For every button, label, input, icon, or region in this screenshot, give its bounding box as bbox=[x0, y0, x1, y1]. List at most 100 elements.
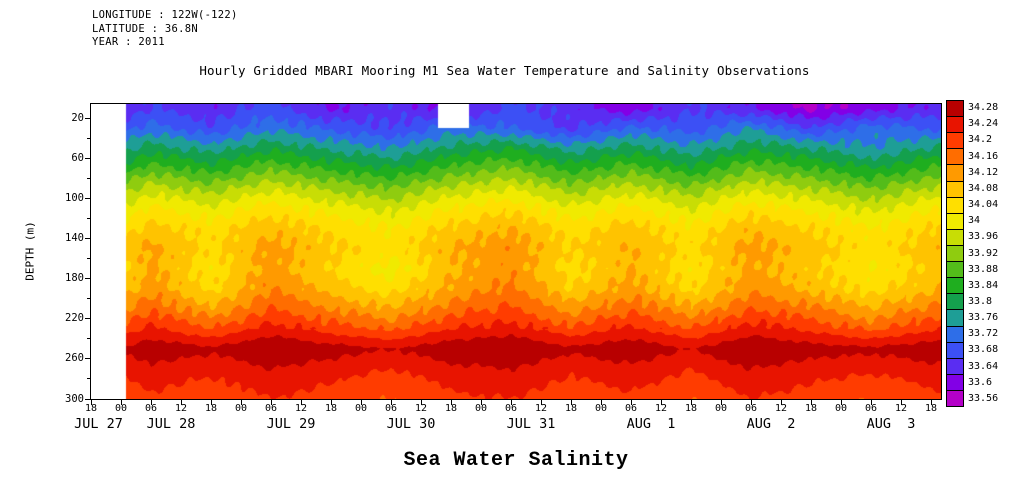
header-longitude: LONGITUDE : 122W(-122) bbox=[92, 9, 238, 21]
x-date-label: JUL 28 bbox=[146, 416, 196, 432]
x-tick-label: 00 bbox=[474, 403, 488, 414]
colorbar-cell bbox=[947, 197, 963, 214]
x-tick-label: 06 bbox=[264, 403, 278, 414]
x-tick-label: 12 bbox=[294, 403, 308, 414]
colorbar-label: 33.88 bbox=[968, 263, 999, 275]
colorbar-label: 33.72 bbox=[968, 328, 999, 340]
x-tick-label: 18 bbox=[84, 403, 98, 414]
colorbar-cell bbox=[947, 101, 963, 118]
x-tick-label: 06 bbox=[144, 403, 158, 414]
y-tick-label: 300 bbox=[65, 392, 84, 405]
y-tick-label: 140 bbox=[65, 231, 84, 244]
y-tick-label: 260 bbox=[65, 352, 84, 365]
x-tick-mark bbox=[330, 400, 332, 405]
x-tick-mark bbox=[420, 400, 422, 405]
x-tick-mark bbox=[840, 400, 842, 405]
colorbar-label: 33.6 bbox=[968, 376, 993, 388]
x-date-label: AUG 2 bbox=[746, 416, 796, 432]
colorbar-cell bbox=[947, 390, 963, 407]
colorbar-label: 33.64 bbox=[968, 360, 999, 372]
colorbar-cell bbox=[947, 326, 963, 343]
colorbar-cell bbox=[947, 278, 963, 295]
x-tick-mark bbox=[270, 400, 272, 405]
x-tick-label: 18 bbox=[804, 403, 818, 414]
x-tick-mark bbox=[870, 400, 872, 405]
header-info: LONGITUDE : 122W(-122) LATITUDE : 36.8N … bbox=[92, 9, 238, 50]
x-tick-label: 06 bbox=[744, 403, 758, 414]
colorbar-cell bbox=[947, 245, 963, 263]
x-tick-mark bbox=[930, 400, 932, 405]
colorbar-label: 33.96 bbox=[968, 231, 999, 243]
x-tick-label: 06 bbox=[864, 403, 878, 414]
plot-area bbox=[90, 103, 942, 400]
x-tick-mark bbox=[750, 400, 752, 405]
x-tick-label: 12 bbox=[654, 403, 668, 414]
x-tick-label: 18 bbox=[924, 403, 938, 414]
x-tick-mark bbox=[510, 400, 512, 405]
chart-title: Hourly Gridded MBARI Mooring M1 Sea Wate… bbox=[199, 63, 810, 78]
colorbar-cell bbox=[947, 181, 963, 198]
x-tick-label: 00 bbox=[354, 403, 368, 414]
colorbar-label: 33.68 bbox=[968, 344, 999, 356]
x-tick-mark bbox=[300, 400, 302, 405]
x-tick-mark bbox=[810, 400, 812, 405]
x-tick-mark bbox=[600, 400, 602, 405]
x-tick-label: 00 bbox=[234, 403, 248, 414]
colorbar-cell bbox=[947, 165, 963, 182]
x-tick-mark bbox=[150, 400, 152, 405]
x-tick-label: 18 bbox=[564, 403, 578, 414]
x-tick-label: 12 bbox=[414, 403, 428, 414]
x-tick-mark bbox=[720, 400, 722, 405]
bottom-axis-title: Sea Water Salinity bbox=[403, 449, 629, 472]
x-tick-label: 18 bbox=[324, 403, 338, 414]
y-tick-label: 100 bbox=[65, 191, 84, 204]
x-date-label: JUL 29 bbox=[266, 416, 316, 432]
colorbar-cell bbox=[947, 149, 963, 166]
colorbar-cell bbox=[947, 229, 963, 246]
y-tick-label: 180 bbox=[65, 272, 84, 285]
x-tick-mark bbox=[120, 400, 122, 405]
x-tick-label: 00 bbox=[594, 403, 608, 414]
x-tick-mark bbox=[540, 400, 542, 405]
x-tick-mark bbox=[180, 400, 182, 405]
header-latitude: LATITUDE : 36.8N bbox=[92, 22, 198, 35]
colorbar-label: 34.2 bbox=[968, 134, 993, 146]
x-tick-mark bbox=[630, 400, 632, 405]
colorbar-label: 33.76 bbox=[968, 312, 999, 324]
colorbar-cell bbox=[947, 342, 963, 359]
colorbar-label: 33.92 bbox=[968, 247, 999, 259]
x-tick-mark bbox=[390, 400, 392, 405]
colorbar-cell bbox=[947, 133, 963, 150]
x-date-label: JUL 27 bbox=[74, 416, 123, 432]
colorbar-label: 33.84 bbox=[968, 279, 999, 291]
colorbar-label: 34.24 bbox=[968, 118, 999, 130]
colorbar-cell bbox=[947, 117, 963, 134]
x-tick-mark bbox=[90, 400, 92, 405]
colorbar-label: 33.8 bbox=[968, 295, 993, 307]
colorbar-label: 34.08 bbox=[968, 182, 999, 194]
x-date-label: AUG 1 bbox=[626, 416, 676, 432]
colorbar-label: 34.16 bbox=[968, 150, 999, 162]
header-year: YEAR : 2011 bbox=[92, 36, 165, 48]
colorbar-cell bbox=[947, 213, 963, 230]
colorbar-cell bbox=[947, 294, 963, 311]
x-tick-label: 06 bbox=[624, 403, 638, 414]
x-tick-label: 06 bbox=[384, 403, 398, 414]
x-tick-label: 12 bbox=[774, 403, 788, 414]
colorbar-cell bbox=[947, 262, 963, 279]
x-date-label: JUL 30 bbox=[386, 416, 436, 432]
colorbar-cell bbox=[947, 310, 963, 327]
y-tick-label: 220 bbox=[65, 312, 84, 325]
y-tick-label: 60 bbox=[71, 151, 84, 164]
colorbar-label: 34.04 bbox=[968, 199, 999, 211]
colorbar-label: 33.56 bbox=[968, 392, 999, 404]
colorbar-cell bbox=[947, 374, 963, 391]
x-tick-mark bbox=[570, 400, 572, 405]
colorbar bbox=[946, 100, 964, 407]
x-date-label: AUG 3 bbox=[866, 416, 916, 432]
x-tick-label: 18 bbox=[444, 403, 458, 414]
x-tick-mark bbox=[690, 400, 692, 405]
x-tick-mark bbox=[900, 400, 902, 405]
x-tick-mark bbox=[210, 400, 212, 405]
